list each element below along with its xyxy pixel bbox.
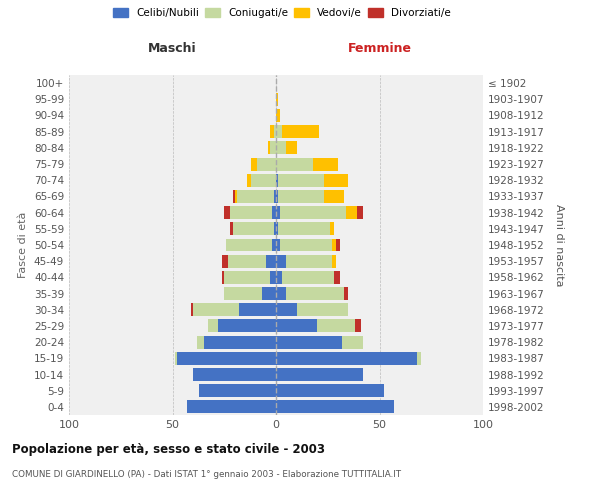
Bar — [286, 287, 344, 300]
Y-axis label: Anni di nascita: Anni di nascita — [554, 204, 564, 286]
Bar — [229, 254, 266, 268]
Text: Femmine: Femmine — [347, 42, 412, 54]
Bar — [355, 320, 361, 332]
Text: COMUNE DI GIARDINELLO (PA) - Dati ISTAT 1° gennaio 2003 - Elaborazione TUTTITALI: COMUNE DI GIARDINELLO (PA) - Dati ISTAT … — [12, 470, 401, 479]
Bar — [270, 142, 276, 154]
Bar — [270, 125, 274, 138]
Bar — [417, 352, 421, 365]
Bar — [272, 206, 276, 219]
Bar — [233, 190, 235, 203]
Bar — [276, 238, 280, 252]
Bar — [193, 368, 276, 381]
Bar — [222, 271, 224, 284]
Bar — [276, 304, 296, 316]
Bar — [276, 206, 280, 219]
Bar — [199, 384, 276, 397]
Bar — [274, 190, 276, 203]
Bar — [233, 222, 274, 235]
Bar — [191, 304, 193, 316]
Bar — [323, 174, 349, 186]
Text: Popolazione per età, sesso e stato civile - 2003: Popolazione per età, sesso e stato civil… — [12, 442, 325, 456]
Bar — [276, 336, 342, 348]
Bar — [280, 238, 332, 252]
Text: Maschi: Maschi — [148, 42, 197, 54]
Bar — [175, 352, 176, 365]
Legend: Celibi/Nubili, Coniugati/e, Vedovi/e, Divorziati/e: Celibi/Nubili, Coniugati/e, Vedovi/e, Di… — [110, 5, 454, 21]
Bar — [276, 400, 394, 413]
Bar — [262, 287, 276, 300]
Bar — [278, 190, 323, 203]
Bar — [226, 238, 272, 252]
Bar — [323, 190, 344, 203]
Bar — [336, 238, 340, 252]
Bar — [276, 142, 286, 154]
Bar — [224, 271, 270, 284]
Bar — [222, 254, 229, 268]
Bar — [276, 254, 286, 268]
Bar — [224, 206, 230, 219]
Bar — [276, 158, 313, 170]
Bar — [187, 400, 276, 413]
Bar — [276, 222, 278, 235]
Bar — [203, 336, 276, 348]
Bar — [276, 287, 286, 300]
Bar — [282, 125, 319, 138]
Bar — [276, 384, 383, 397]
Bar — [274, 222, 276, 235]
Bar — [278, 222, 330, 235]
Bar — [224, 287, 262, 300]
Bar — [274, 125, 276, 138]
Bar — [235, 190, 236, 203]
Bar — [276, 368, 363, 381]
Bar — [280, 206, 346, 219]
Bar — [270, 271, 276, 284]
Bar — [317, 320, 355, 332]
Bar — [344, 287, 349, 300]
Bar — [276, 320, 317, 332]
Bar — [276, 109, 280, 122]
Bar — [268, 142, 270, 154]
Bar — [193, 304, 239, 316]
Bar — [251, 174, 276, 186]
Bar — [332, 238, 336, 252]
Bar — [276, 125, 282, 138]
Bar — [286, 254, 332, 268]
Bar — [276, 190, 278, 203]
Bar — [236, 190, 274, 203]
Y-axis label: Fasce di età: Fasce di età — [19, 212, 28, 278]
Bar — [296, 304, 349, 316]
Bar — [276, 271, 282, 284]
Bar — [342, 336, 363, 348]
Bar — [346, 206, 357, 219]
Bar — [208, 320, 218, 332]
Bar — [282, 271, 334, 284]
Bar — [247, 174, 251, 186]
Bar — [332, 254, 336, 268]
Bar — [230, 206, 272, 219]
Bar — [357, 206, 363, 219]
Bar — [330, 222, 334, 235]
Bar — [334, 271, 340, 284]
Bar — [239, 304, 276, 316]
Bar — [286, 142, 297, 154]
Bar — [278, 174, 323, 186]
Bar — [276, 93, 278, 106]
Bar — [197, 336, 203, 348]
Bar — [276, 174, 278, 186]
Bar — [251, 158, 257, 170]
Bar — [272, 238, 276, 252]
Bar — [313, 158, 338, 170]
Bar — [266, 254, 276, 268]
Bar — [218, 320, 276, 332]
Bar — [276, 352, 417, 365]
Bar — [230, 222, 233, 235]
Bar — [176, 352, 276, 365]
Bar — [257, 158, 276, 170]
